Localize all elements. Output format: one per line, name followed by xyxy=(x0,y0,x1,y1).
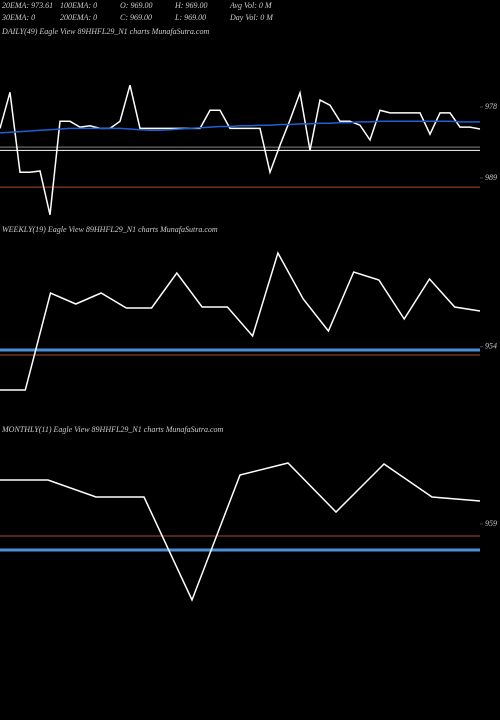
panel-title: MONTHLY(11) Eagle View 89HHFL29_N1 chart… xyxy=(1,425,224,434)
price-line xyxy=(0,462,481,602)
header-stat: Avg Vol: 0 M xyxy=(229,1,273,10)
header-stat: Day Vol: 0 M xyxy=(229,13,274,22)
price-line xyxy=(0,120,480,134)
price-line xyxy=(0,84,481,215)
header-stat: 20EMA: 973.61 xyxy=(2,1,53,10)
header-stat: L: 969.00 xyxy=(174,13,206,22)
header-stat: C: 969.00 xyxy=(120,13,152,22)
header-stat: 30EMA: 0 xyxy=(1,13,35,22)
y-tick-label: 978 xyxy=(485,102,497,111)
header-stat: H: 969.00 xyxy=(174,1,207,10)
panel-title: DAILY(49) Eagle View 89HHFL29_N1 charts … xyxy=(1,27,209,36)
header-stat: 100EMA: 0 xyxy=(60,1,97,10)
header-stat: O: 969.00 xyxy=(120,1,152,10)
price-line xyxy=(0,251,481,391)
header-stat: 200EMA: 0 xyxy=(60,13,97,22)
y-tick-label: 954 xyxy=(485,341,497,350)
panel-title: WEEKLY(19) Eagle View 89HHFL29_N1 charts… xyxy=(2,225,218,234)
y-tick-label: 989 xyxy=(485,173,497,182)
y-tick-label: 959 xyxy=(485,519,497,528)
